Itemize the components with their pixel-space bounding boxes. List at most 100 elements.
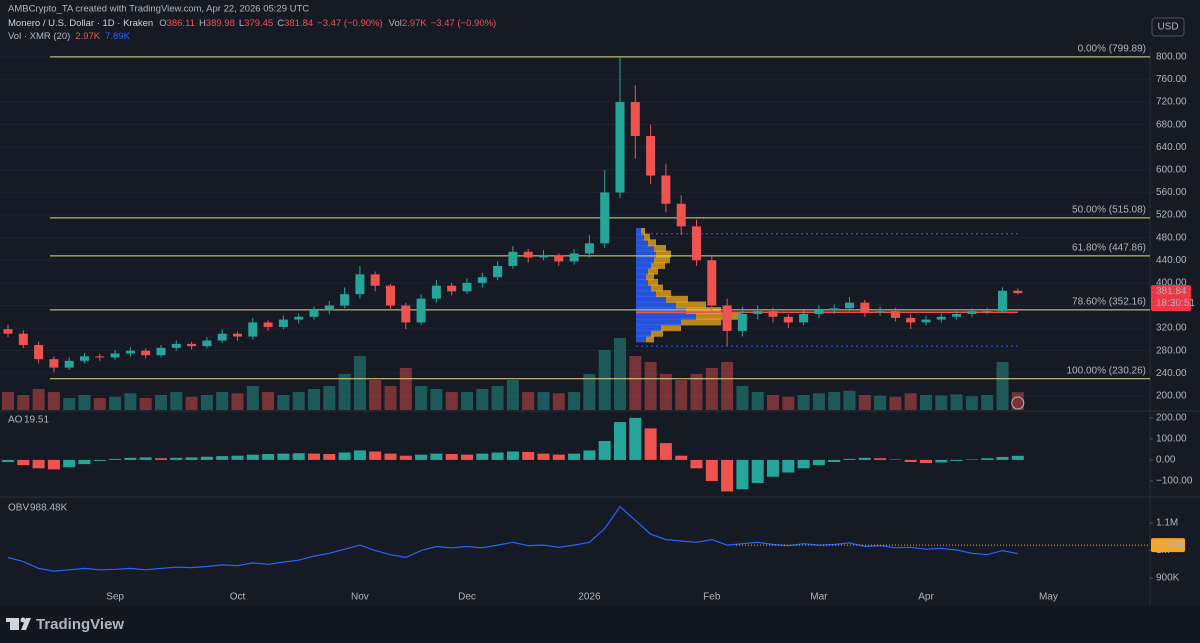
ohlc-key: H [199, 18, 206, 29]
candle-body [768, 311, 778, 317]
candle-body [248, 322, 258, 337]
volume-bar [47, 392, 60, 410]
candle-body [141, 350, 151, 356]
profile-down [661, 324, 681, 332]
profile-up [636, 261, 651, 269]
candle-body [34, 345, 44, 360]
candle-body [875, 311, 885, 313]
fib-label: 0.00% (799.89) [1078, 44, 1146, 55]
volume-bar [598, 350, 611, 410]
vol-ma-value: 2.97K [75, 31, 100, 42]
volume-bar [874, 395, 887, 410]
profile-up [636, 267, 648, 275]
volume-bar [843, 390, 856, 410]
y-tick-label: 760.00 [1156, 74, 1187, 85]
profile-up [636, 233, 644, 241]
volume-bar [2, 392, 14, 410]
ao-bar [981, 458, 994, 460]
candle-body [294, 316, 304, 320]
ohlc-key: O [159, 18, 166, 29]
vol-label: Vol [389, 18, 402, 29]
volume-bar [32, 389, 45, 410]
volume-bar [246, 386, 259, 410]
candle-body [401, 305, 411, 323]
volume-bar [308, 389, 320, 410]
ao-bar [323, 454, 336, 460]
indicator-title: OBV [8, 503, 29, 514]
volume-bar [461, 392, 473, 410]
candle-body [386, 285, 395, 306]
profile-up [636, 290, 656, 298]
profile-up [636, 329, 651, 337]
ao-bar [430, 453, 443, 460]
volume-bar [17, 395, 30, 410]
volume-bar [996, 362, 1009, 410]
ao-bar [644, 428, 657, 460]
candle-body [110, 353, 120, 358]
logo-shape [21, 618, 31, 630]
profile-up [636, 318, 681, 326]
obv-line [7, 505, 1018, 572]
candle-body [615, 102, 625, 193]
candle-body [630, 102, 640, 136]
candle-body [982, 311, 992, 313]
y-tick-label: 280.00 [1156, 345, 1187, 356]
volume-bar [812, 393, 825, 410]
logo-shape [10, 618, 19, 630]
candle-body [554, 255, 564, 262]
x-tick-label: Apr [918, 592, 934, 603]
candle-body [370, 274, 380, 286]
candle-body [447, 285, 457, 292]
ao-bar [170, 457, 183, 460]
candle-body [584, 243, 594, 254]
currency-box[interactable] [1151, 17, 1185, 37]
volume-bar [568, 392, 581, 410]
ao-bar [721, 459, 734, 492]
profile-up [636, 335, 646, 343]
candle-body [783, 316, 793, 323]
volume-bar [965, 396, 978, 410]
volume-bar [292, 392, 305, 410]
volume-bar [323, 386, 336, 410]
ao-bar [889, 459, 902, 460]
volume-bar [262, 392, 275, 410]
ao-bar [736, 459, 749, 490]
vol-ma-label: Vol · XMR (20) [8, 31, 70, 42]
y-tick-label: 680.00 [1156, 119, 1187, 130]
ao-bar [246, 454, 259, 460]
ao-bar [537, 453, 550, 460]
candle-body [462, 282, 472, 292]
profile-down [656, 290, 671, 298]
volume-bar [644, 362, 657, 410]
volume-bar [782, 396, 795, 410]
fib-label: 78.60% (352.16) [1072, 297, 1146, 308]
volume-bar [552, 393, 565, 410]
volume-bar [935, 395, 948, 410]
ao-bar [843, 458, 856, 460]
volume-bar [920, 395, 932, 410]
candle-body [814, 309, 824, 314]
ao-bar [338, 452, 351, 460]
marker-box [1151, 538, 1185, 553]
volume-bar [705, 368, 718, 410]
profile-up [636, 256, 654, 264]
candle-body [477, 277, 487, 283]
volume-bar [797, 395, 810, 410]
volume-bar [736, 386, 749, 410]
logo-shape [20, 617, 26, 623]
marker-label: 1.02M [1156, 540, 1184, 551]
candle-body [1013, 290, 1023, 294]
ao-bar [476, 453, 489, 460]
volume-bar [981, 395, 994, 410]
profile-down [656, 250, 671, 258]
candle-body [692, 226, 701, 261]
currency[interactable]: USD [1157, 22, 1178, 33]
y-tick-label: 1.1M [1156, 518, 1178, 529]
profile-up [636, 307, 686, 315]
volume-bar [430, 389, 443, 410]
ao-bar [950, 459, 963, 461]
x-tick-label: Feb [703, 592, 721, 603]
volume-bar [828, 392, 841, 410]
volume-bar [522, 392, 535, 410]
